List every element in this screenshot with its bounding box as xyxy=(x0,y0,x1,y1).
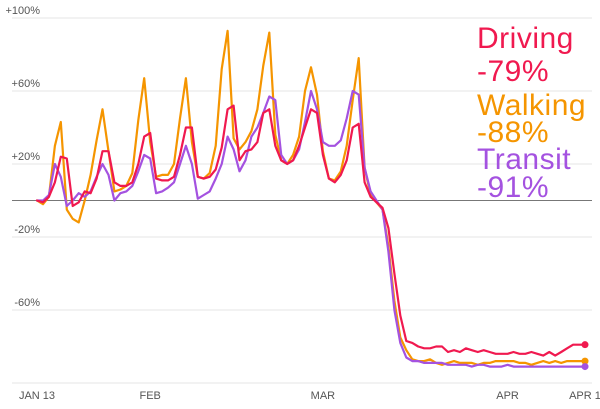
y-tick-label: +20% xyxy=(12,151,41,163)
y-tick-label: -60% xyxy=(14,297,40,309)
y-tick-label: +60% xyxy=(12,78,41,90)
legend-driving-name: Driving xyxy=(477,22,574,55)
series-line-walking xyxy=(35,29,587,366)
legend-walking-percent: -88% xyxy=(477,116,550,149)
y-tick-label: -20% xyxy=(14,224,40,236)
legend-driving-percent: -79% xyxy=(477,55,550,88)
end-marker-walking xyxy=(581,357,589,365)
x-tick-label: APR 1 xyxy=(569,390,600,402)
legend-walking-name: Walking xyxy=(477,89,587,122)
series-lines xyxy=(35,29,587,368)
end-marker-transit xyxy=(581,363,589,371)
x-tick-label: MAR xyxy=(311,390,336,402)
x-tick-label: JAN 13 xyxy=(19,390,55,402)
x-tick-label: FEB xyxy=(139,390,160,402)
x-axis-tick-labels: JAN 13 FEB MAR APR APR 1 xyxy=(19,390,600,402)
legend-transit-percent: -91% xyxy=(477,171,550,204)
series-end-markers xyxy=(581,341,589,371)
gridlines xyxy=(12,17,592,384)
end-marker-driving xyxy=(581,341,589,349)
series-line-driving xyxy=(35,104,587,357)
series-line-transit xyxy=(35,89,587,368)
y-tick-label: +100% xyxy=(5,5,40,17)
x-tick-label: APR xyxy=(496,390,519,402)
y-axis-tick-labels: +100% +60% +20% -20% -60% xyxy=(5,5,40,309)
legend-transit-name: Transit xyxy=(477,143,572,176)
